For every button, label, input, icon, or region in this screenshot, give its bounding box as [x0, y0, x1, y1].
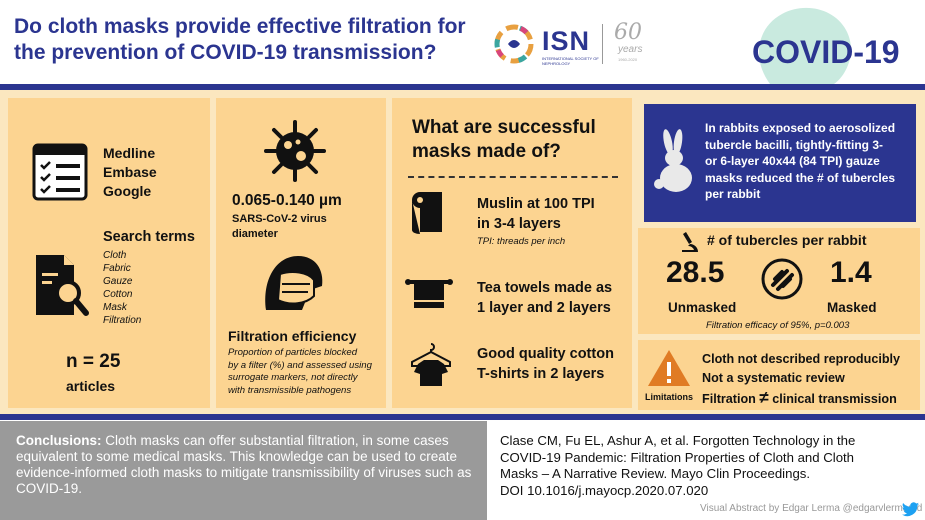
- rabbit-study-line: In rabbits exposed to aerosolized: [705, 121, 896, 135]
- twitter-icon[interactable]: [902, 502, 920, 517]
- tshirt-icon: [411, 343, 451, 386]
- magnifier-document-icon: [36, 255, 89, 316]
- conclusions-text: Conclusions: Cloth masks can offer subst…: [16, 433, 476, 497]
- unmasked-label: Unmasked: [668, 300, 737, 315]
- masked-person-icon: [265, 256, 323, 310]
- reference-doi: DOI 10.1016/j.mayocp.2020.07.020: [500, 482, 709, 498]
- masked-label: Masked: [827, 300, 877, 315]
- reference-citation: Clase CM, Fu EL, Ashur A, et al. Forgott…: [500, 433, 910, 499]
- mask-item-towels: Tea towels made as 1 layer and 2 layers: [477, 278, 612, 318]
- rabbit-study-line: masks reduced the # of tubercles: [705, 170, 896, 185]
- isn-logo-text: ISN: [542, 26, 591, 56]
- virus-size-label-2: diameter: [232, 228, 278, 240]
- microscope-icon: [682, 232, 698, 252]
- search-terms-list: Cloth Fabric Gauze Cotton Mask Filtratio…: [103, 249, 141, 327]
- reference-line: COVID-19 Pandemic: Filtration Properties…: [500, 449, 855, 465]
- filtration-desc-line: by a filter (%) and assessed using: [228, 359, 372, 371]
- rabbit-study-line: per rabbit: [705, 187, 761, 202]
- article-count: n = 25: [66, 351, 121, 372]
- conclusions-label: Conclusions:: [16, 433, 102, 448]
- conclusions-body: Cloth masks can offer substantial filtra…: [16, 433, 472, 496]
- limitation-item: Not a systematic review: [702, 371, 845, 385]
- limitation-item: Cloth not described reproducibly: [702, 352, 901, 366]
- checklist-icon: [32, 143, 88, 201]
- search-term: Gauze: [103, 276, 133, 287]
- mask-item-tshirts-line-1: Good quality cotton: [477, 346, 614, 362]
- filtration-desc-line: Proportion of particles blocked: [228, 347, 358, 358]
- logo-divider: [602, 24, 603, 64]
- efficacy-note: Filtration efficacy of 95%, p=0.003: [706, 320, 850, 331]
- database-google: Google: [103, 183, 152, 199]
- article-unit: articles: [66, 378, 116, 394]
- limitation-item: Filtration ≠ clinical transmission: [702, 388, 900, 409]
- dashed-divider: [408, 176, 618, 178]
- mask-item-tshirts: Good quality cotton T-shirts in 2 layers: [477, 344, 614, 384]
- mask-item-towels-line-1: Tea towels made as: [477, 280, 613, 296]
- anniversary-word: years: [618, 44, 643, 55]
- search-term: Fabric: [103, 263, 131, 274]
- virus-icon: [264, 120, 326, 182]
- page-title: Do cloth masks provide effective filtrat…: [14, 14, 484, 66]
- rabbit-icon: [654, 129, 692, 192]
- credit-text: Visual Abstract by Edgar Lerma @edgarvle…: [700, 503, 923, 514]
- mask-item-muslin-line-2: in 3-4 layers: [477, 216, 561, 232]
- filtration-desc-line: with transmissible pathogens: [228, 384, 352, 396]
- top-rule: [0, 84, 925, 90]
- search-term: Mask: [103, 302, 127, 313]
- masks-heading: What are successful masks made of?: [412, 116, 596, 164]
- title-line-1: Do cloth masks provide effective filtrat…: [14, 15, 466, 38]
- filtration-description: Proportion of particles blocked by a fil…: [228, 347, 372, 397]
- not-equal-symbol: ≠: [759, 388, 769, 407]
- isn-subtitle: INTERNATIONAL SOCIETY OF NEPHROLOGY: [542, 56, 599, 66]
- limitations-list: Cloth not described reproducibly Not a s…: [702, 350, 900, 409]
- anniversary-number: 60: [614, 20, 642, 45]
- conclusions-box: [0, 421, 487, 520]
- search-term: Cotton: [103, 289, 133, 300]
- search-terms-heading: Search terms: [103, 229, 195, 245]
- unmasked-value: 28.5: [666, 256, 725, 289]
- limitation-item-part: clinical transmission: [772, 392, 897, 406]
- limitations-label: Limitations: [645, 392, 694, 402]
- mask-item-muslin-line-1: Muslin at 100 TPI: [477, 196, 595, 212]
- anniversary-range: 1960-2020: [618, 57, 638, 62]
- database-medline: Medline: [103, 145, 156, 161]
- masks-panel: [392, 98, 632, 408]
- virus-size: 0.065-0.140 µm: [232, 192, 342, 209]
- rabbit-study-text: In rabbits exposed to aerosolized tuberc…: [705, 120, 915, 203]
- covid-badge: COVID-19: [752, 34, 900, 70]
- rabbit-study-line: or 6-layer 40x44 (84 TPI) gauze: [705, 154, 880, 169]
- no-sign-icon: [761, 258, 803, 300]
- covid-blob-shape: [758, 7, 851, 84]
- mask-item-tshirts-line-2: T-shirts in 2 layers: [477, 366, 605, 382]
- rabbit-study-box: [644, 104, 916, 222]
- database-list: Medline Embase Google: [103, 144, 157, 201]
- tpi-note: TPI: threads per inch: [477, 236, 566, 247]
- bottom-rule: [0, 414, 925, 420]
- search-term: Cloth: [103, 250, 127, 261]
- mask-item-muslin: Muslin at 100 TPI in 3-4 layers: [477, 194, 595, 234]
- reference-line: Clase CM, Fu EL, Ashur A, et al. Forgott…: [500, 433, 856, 448]
- mask-item-towels-line-2: 1 layer and 2 layers: [477, 300, 611, 316]
- reference-line: Masks – A Narrative Review. Mayo Clin Pr…: [500, 466, 811, 481]
- virus-size-label: SARS-CoV-2 virus diameter: [232, 212, 327, 242]
- limitation-item-part: Filtration: [702, 392, 756, 406]
- warning-icon: [648, 350, 690, 386]
- masks-heading-1: What are successful: [412, 117, 596, 138]
- masked-value: 1.4: [830, 256, 872, 289]
- isn-logo-icon: [494, 24, 534, 64]
- towel-icon: [405, 279, 453, 308]
- virus-size-label-1: SARS-CoV-2 virus: [232, 213, 327, 225]
- filtration-heading: Filtration efficiency: [228, 328, 357, 344]
- title-line-2: the prevention of COVID-19 transmission?: [14, 41, 437, 64]
- limitations-panel: [638, 340, 920, 410]
- rabbit-study-line: tubercle bacilli, tightly-fitting 3-: [705, 137, 884, 152]
- filtration-desc-line: surrogate markers, not directly: [228, 372, 358, 383]
- tubercles-heading: # of tubercles per rabbit: [707, 232, 867, 248]
- database-embase: Embase: [103, 164, 157, 180]
- reference-box: [487, 421, 925, 520]
- masks-heading-2: masks made of?: [412, 141, 561, 162]
- search-term: Filtration: [103, 315, 142, 326]
- fabric-roll-icon: [412, 192, 442, 234]
